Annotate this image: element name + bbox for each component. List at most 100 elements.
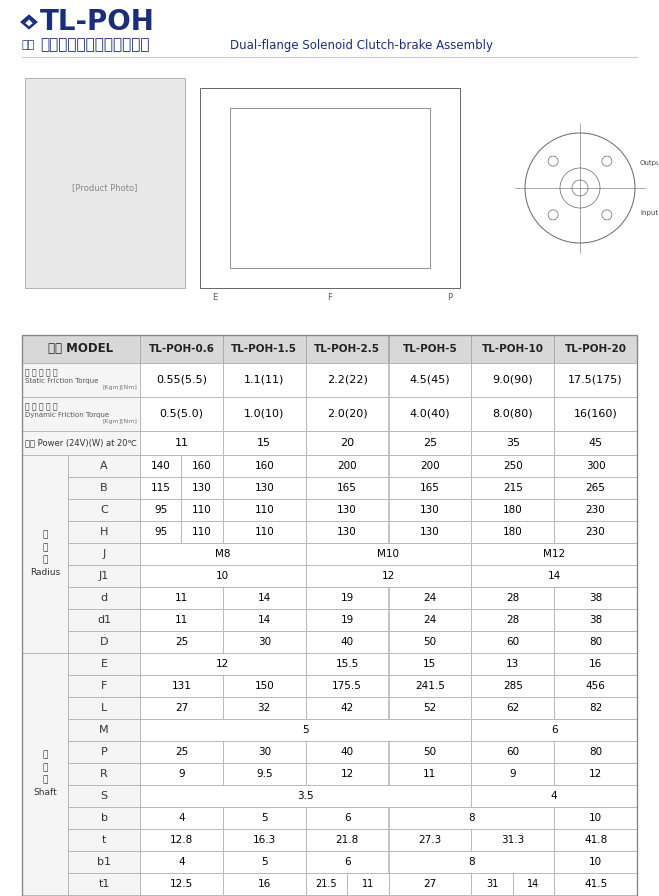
Bar [68,807,140,829]
Text: 9.5: 9.5 [256,769,273,779]
Bar [306,829,389,851]
Bar [140,543,306,565]
Text: 型號 MODEL: 型號 MODEL [49,342,113,356]
Bar [140,851,223,873]
Bar [200,88,460,288]
Bar [554,653,637,675]
Text: 230: 230 [586,527,606,537]
Bar [554,873,637,895]
Text: 38: 38 [589,615,602,625]
Text: Input: Input [640,210,658,216]
Bar [306,397,389,431]
Text: [Kgm][Nm]: [Kgm][Nm] [102,419,137,425]
Text: 27: 27 [175,703,188,713]
Bar [140,653,306,675]
Text: P: P [447,293,453,302]
Bar [223,631,306,653]
Text: 11: 11 [175,615,188,625]
Bar [140,335,223,363]
Text: 12.8: 12.8 [170,835,193,845]
Bar [223,763,306,785]
Bar [22,363,140,397]
Bar [471,521,554,543]
Text: 11: 11 [175,593,188,603]
Bar [306,763,389,785]
Text: 95: 95 [154,527,167,537]
Text: [Product Photo]: [Product Photo] [72,184,138,193]
Text: 12: 12 [589,769,602,779]
Bar [306,631,389,653]
Text: 9.0(90): 9.0(90) [492,375,533,385]
Text: 285: 285 [503,681,523,691]
Bar [471,631,554,653]
Bar [347,873,389,895]
Text: J1: J1 [99,571,109,581]
Text: 19: 19 [341,615,354,625]
Bar [68,609,140,631]
Bar [389,431,471,455]
Bar [140,807,223,829]
Text: 35: 35 [505,438,520,448]
Bar [306,895,389,896]
Bar [223,455,306,477]
Bar [471,653,554,675]
Bar [554,397,637,431]
Bar [140,741,223,763]
Text: J: J [102,549,105,559]
Bar [306,675,389,697]
Text: d1: d1 [97,615,111,625]
Text: 82: 82 [589,703,602,713]
Bar [554,763,637,785]
Bar [471,785,637,807]
Text: 24: 24 [423,593,436,603]
Bar [68,763,140,785]
Text: TL-POH-10: TL-POH-10 [482,344,544,354]
Text: 25: 25 [175,747,188,757]
Bar [223,895,306,896]
Text: 30: 30 [258,747,271,757]
Bar [306,477,389,499]
Bar [68,719,140,741]
Bar [22,653,68,895]
Bar [68,741,140,763]
Text: 180: 180 [503,527,523,537]
Bar [223,363,306,397]
Bar [389,335,471,363]
Text: 動 摩 擦 轉 矩: 動 摩 擦 轉 矩 [25,402,57,411]
Bar [554,477,637,499]
Bar [68,631,140,653]
Text: D: D [100,637,108,647]
Bar [181,455,223,477]
Bar [306,455,389,477]
Text: 42: 42 [341,703,354,713]
Bar [306,363,389,397]
Text: 軸
方
向
Shaft: 軸 方 向 Shaft [33,751,57,797]
Text: b: b [101,813,107,823]
Bar [140,763,223,785]
Bar [306,873,347,895]
Text: 4: 4 [178,857,185,867]
Text: 台菱: 台菱 [22,40,35,50]
Text: 241.5: 241.5 [415,681,445,691]
Bar [68,829,140,851]
Text: 131: 131 [171,681,191,691]
Text: 14: 14 [258,615,271,625]
Text: 300: 300 [586,461,606,471]
Text: 40: 40 [341,637,354,647]
Text: Dynamic Friction Torque: Dynamic Friction Torque [25,412,109,418]
Bar [140,499,181,521]
Text: Output: Output [640,160,659,166]
Text: 27.3: 27.3 [418,835,442,845]
Bar [471,829,554,851]
Bar [306,741,389,763]
Text: 12: 12 [382,571,395,581]
Text: 160: 160 [254,461,274,471]
Text: F: F [328,293,332,302]
Text: 115: 115 [151,483,171,493]
Text: 180: 180 [503,505,523,515]
Bar [140,397,223,431]
Bar [389,363,471,397]
Bar [554,587,637,609]
Bar [230,108,430,268]
Bar [554,829,637,851]
